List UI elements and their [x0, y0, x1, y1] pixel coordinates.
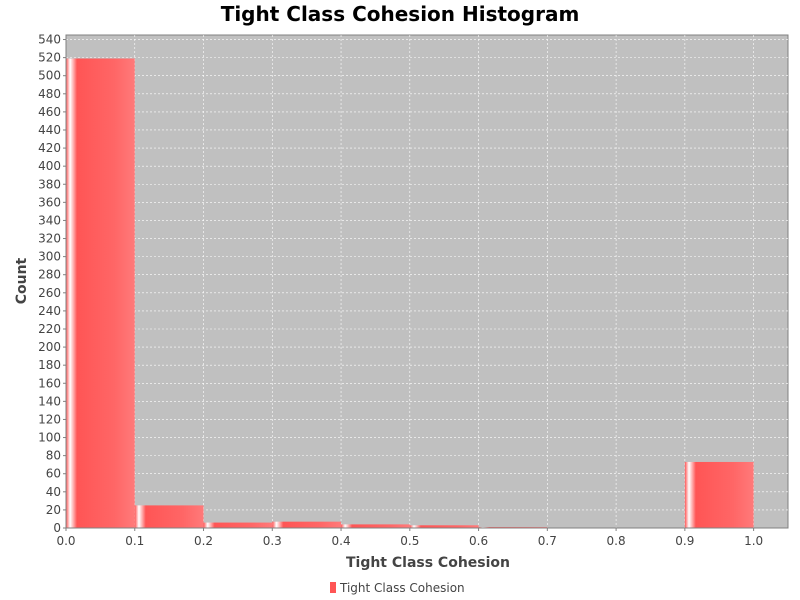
y-tick-label: 400 — [38, 159, 61, 173]
y-tick-label: 120 — [38, 412, 61, 426]
y-tick-label: 420 — [38, 141, 61, 155]
y-tick-label: 320 — [38, 232, 61, 246]
y-tick-label: 240 — [38, 304, 61, 318]
x-tick-label: 0.8 — [607, 534, 626, 548]
x-tick-label: 0.5 — [400, 534, 419, 548]
y-tick-label: 460 — [38, 105, 61, 119]
plot-area — [65, 34, 789, 529]
y-tick-label: 140 — [38, 394, 61, 408]
legend: Tight Class Cohesion — [330, 581, 465, 595]
y-tick-label: 300 — [38, 250, 61, 264]
y-tick-label: 20 — [46, 503, 61, 517]
y-tick-label: 380 — [38, 177, 61, 191]
chart-title: Tight Class Cohesion Histogram — [221, 2, 580, 26]
legend-label: Tight Class Cohesion — [339, 581, 465, 595]
x-tick-label: 0.9 — [675, 534, 694, 548]
x-tick-label: 1.0 — [744, 534, 763, 548]
x-tick-label: 0.7 — [538, 534, 557, 548]
y-tick-label: 80 — [46, 449, 61, 463]
y-tick-label: 520 — [38, 51, 61, 65]
x-tick-label: 0.1 — [125, 534, 144, 548]
y-tick-label: 260 — [38, 286, 61, 300]
y-tick-label: 200 — [38, 340, 61, 354]
histogram-bar — [203, 522, 273, 528]
y-tick-label: 220 — [38, 322, 61, 336]
y-axis-label: Count — [14, 257, 30, 304]
y-tick-label: 500 — [38, 69, 61, 83]
x-tick-label: 0.6 — [469, 534, 488, 548]
y-tick-label: 160 — [38, 376, 61, 390]
y-tick-label: 100 — [38, 431, 61, 445]
y-tick-label: 60 — [46, 467, 61, 481]
histogram-bar — [341, 524, 410, 528]
grid-lines — [66, 35, 788, 528]
x-tick-label: 0.3 — [263, 534, 282, 548]
x-tick-label: 0.4 — [332, 534, 351, 548]
histogram-bar — [272, 521, 342, 528]
histogram-bar — [684, 461, 754, 528]
y-tick-label: 360 — [38, 195, 61, 209]
x-tick-label: 0.0 — [56, 534, 75, 548]
y-tick-label: 540 — [38, 33, 61, 47]
legend-swatch — [330, 582, 336, 593]
y-tick-label: 280 — [38, 268, 61, 282]
axes: 0 20 40 60 80 100 120 140 160 180 200 220 240 260 280 3… — [38, 33, 788, 548]
histogram-bar — [134, 505, 204, 528]
y-tick-label: 480 — [38, 87, 61, 101]
y-tick-label: 440 — [38, 123, 61, 137]
histogram-bar — [66, 58, 135, 529]
y-tick-label: 340 — [38, 213, 61, 227]
y-tick-label: 0 — [53, 521, 61, 535]
y-tick-label: 40 — [46, 485, 61, 499]
bars — [66, 58, 754, 529]
histogram-bar — [409, 525, 479, 528]
x-axis-label: Tight Class Cohesion — [346, 555, 510, 571]
x-tick-label: 0.2 — [194, 534, 213, 548]
y-tick-label: 180 — [38, 358, 61, 372]
